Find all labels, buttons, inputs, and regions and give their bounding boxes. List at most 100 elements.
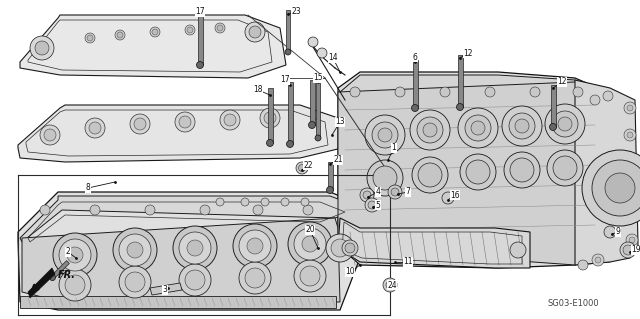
Circle shape (626, 234, 638, 246)
Polygon shape (310, 80, 314, 125)
Circle shape (423, 123, 437, 137)
Circle shape (308, 122, 316, 129)
Text: 21: 21 (333, 155, 343, 165)
Polygon shape (413, 60, 417, 108)
Text: 7: 7 (406, 188, 410, 197)
Circle shape (465, 115, 491, 141)
Polygon shape (287, 82, 292, 144)
Text: 6: 6 (413, 53, 417, 62)
Circle shape (350, 87, 360, 97)
Polygon shape (198, 10, 202, 65)
Circle shape (590, 95, 600, 105)
Circle shape (217, 25, 223, 31)
Polygon shape (316, 80, 320, 138)
Circle shape (281, 198, 289, 206)
Circle shape (326, 187, 333, 194)
Circle shape (261, 198, 269, 206)
Circle shape (40, 125, 60, 145)
Text: 13: 13 (335, 117, 345, 127)
Text: 20: 20 (305, 226, 315, 234)
Circle shape (373, 166, 397, 190)
Circle shape (365, 198, 379, 212)
Circle shape (87, 35, 93, 41)
Polygon shape (268, 88, 273, 143)
Polygon shape (18, 105, 342, 162)
Circle shape (300, 266, 320, 286)
Circle shape (303, 205, 313, 215)
Circle shape (301, 198, 309, 206)
Circle shape (510, 158, 534, 182)
Circle shape (125, 272, 145, 292)
Circle shape (30, 36, 54, 60)
Text: 22: 22 (303, 160, 313, 169)
Circle shape (623, 245, 633, 255)
Circle shape (515, 119, 529, 133)
Circle shape (260, 108, 280, 128)
Circle shape (582, 150, 640, 226)
Circle shape (410, 110, 450, 150)
Polygon shape (150, 283, 182, 295)
Polygon shape (340, 75, 598, 100)
Circle shape (603, 91, 613, 101)
Circle shape (504, 152, 540, 188)
Circle shape (294, 260, 326, 292)
Circle shape (179, 116, 191, 128)
Circle shape (553, 156, 577, 180)
Circle shape (264, 112, 276, 124)
Circle shape (302, 236, 318, 252)
Circle shape (119, 266, 151, 298)
Circle shape (89, 122, 101, 134)
Text: 11: 11 (403, 257, 413, 266)
Text: 8: 8 (86, 183, 90, 192)
Circle shape (592, 160, 640, 216)
Circle shape (342, 240, 358, 256)
Circle shape (460, 154, 496, 190)
Circle shape (466, 160, 490, 184)
Text: SG03-E1000: SG03-E1000 (548, 300, 600, 308)
Circle shape (552, 111, 578, 137)
Circle shape (59, 269, 91, 301)
Text: 2: 2 (66, 248, 70, 256)
Circle shape (35, 41, 49, 55)
Circle shape (90, 205, 100, 215)
Circle shape (620, 242, 636, 258)
Text: 19: 19 (631, 246, 640, 255)
Circle shape (294, 228, 326, 260)
Circle shape (175, 112, 195, 132)
Circle shape (372, 122, 398, 148)
Circle shape (485, 87, 495, 97)
Polygon shape (338, 218, 530, 268)
Circle shape (145, 205, 155, 215)
Polygon shape (328, 162, 333, 190)
Circle shape (391, 188, 399, 196)
Circle shape (134, 118, 146, 130)
Circle shape (288, 222, 332, 266)
Polygon shape (20, 15, 286, 78)
Circle shape (624, 102, 636, 114)
Circle shape (245, 22, 265, 42)
Circle shape (173, 226, 217, 270)
Circle shape (49, 275, 56, 280)
Circle shape (67, 247, 83, 263)
Circle shape (245, 268, 265, 288)
Circle shape (550, 123, 557, 130)
Polygon shape (51, 261, 69, 279)
Text: 12: 12 (557, 78, 567, 86)
Circle shape (471, 121, 485, 135)
Polygon shape (28, 268, 55, 298)
Circle shape (287, 140, 294, 147)
Circle shape (117, 32, 123, 38)
Circle shape (308, 37, 318, 47)
Circle shape (40, 205, 50, 215)
Circle shape (412, 157, 448, 193)
Text: FR.: FR. (58, 270, 76, 280)
Circle shape (85, 118, 105, 138)
Circle shape (578, 260, 588, 270)
Polygon shape (338, 82, 610, 265)
Circle shape (220, 110, 240, 130)
Polygon shape (338, 72, 608, 268)
Circle shape (53, 233, 97, 277)
Text: 9: 9 (616, 227, 620, 236)
Text: 12: 12 (463, 48, 473, 57)
Polygon shape (286, 10, 290, 52)
